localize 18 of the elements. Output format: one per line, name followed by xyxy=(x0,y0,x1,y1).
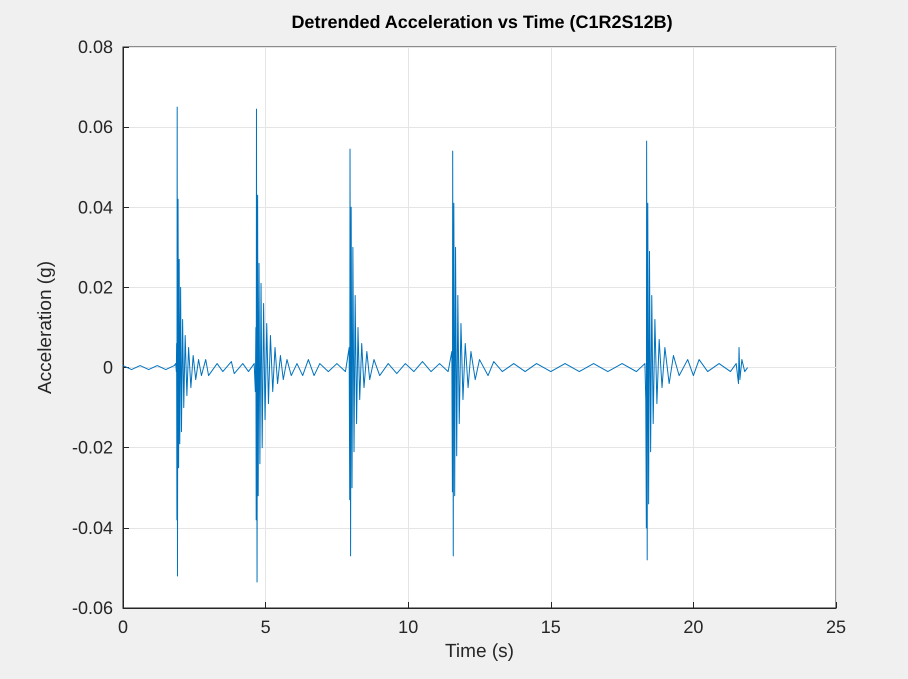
x-tick-label: 10 xyxy=(398,617,418,637)
y-axis-title: Acceleration (g) xyxy=(35,260,56,394)
x-tick-label: 20 xyxy=(683,617,704,637)
y-tick-label: 0.06 xyxy=(78,117,113,138)
y-tick-label: 0.08 xyxy=(78,37,113,57)
y-tick-label: 0.02 xyxy=(78,277,113,298)
x-tick-label: 15 xyxy=(540,617,561,637)
y-tick-label: 0.04 xyxy=(78,197,113,218)
y-tick-label: 0 xyxy=(102,358,113,378)
x-tick-label: 0 xyxy=(118,617,128,637)
line-series xyxy=(122,106,748,582)
x-axis-title: Time (s) xyxy=(445,641,514,662)
x-tick-label: 5 xyxy=(260,617,271,637)
y-tick-label: -0.06 xyxy=(72,598,113,618)
y-tick-label: -0.02 xyxy=(72,438,113,458)
x-tick-label: 25 xyxy=(826,617,846,637)
chart-title: Detrended Acceleration vs Time (C1R2S12B) xyxy=(291,12,673,32)
y-tick-label: -0.04 xyxy=(72,518,113,538)
